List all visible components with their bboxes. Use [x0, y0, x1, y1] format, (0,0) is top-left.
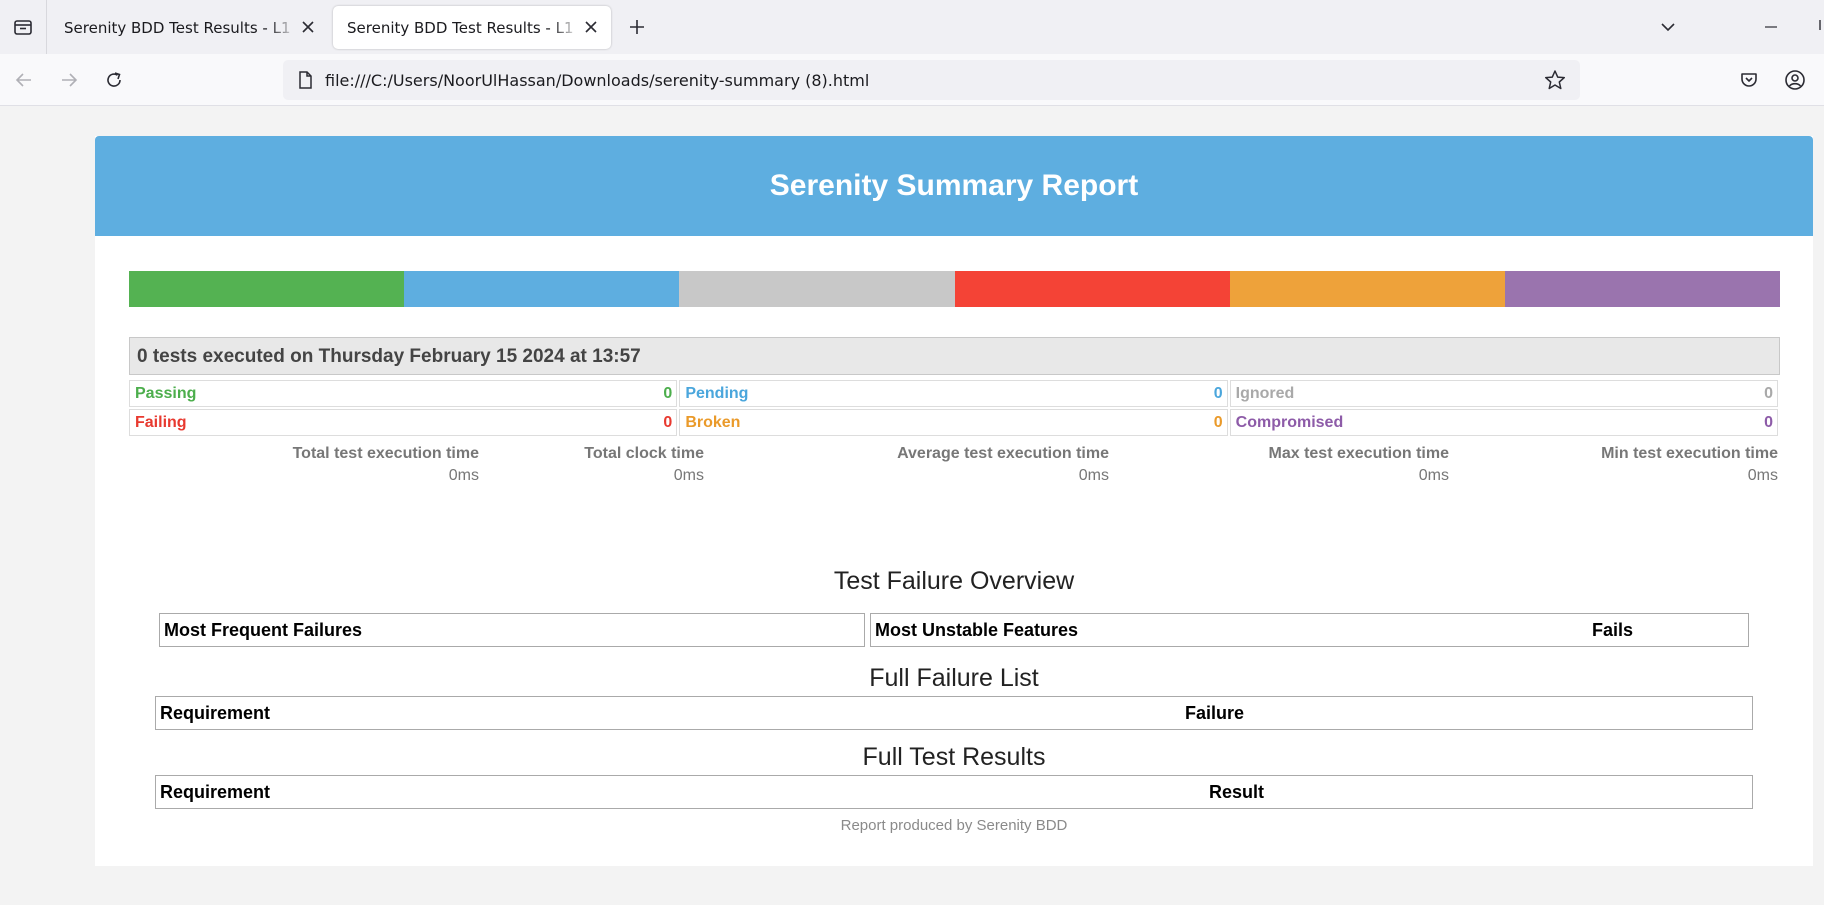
list-all-tabs-button[interactable]: [1657, 16, 1679, 38]
reload-icon: [104, 70, 124, 90]
stat-passing: Passing 0: [129, 380, 678, 407]
table-header-requirement: Requirement: [160, 703, 271, 723]
timing-total-execution: Total test execution time 0ms: [293, 443, 479, 487]
table-header: Most Frequent Failures: [164, 620, 363, 640]
account-icon: [1784, 69, 1806, 91]
full-failure-list-title: Full Failure List: [869, 664, 1039, 692]
page-title: Serenity Summary Report: [769, 169, 1139, 202]
tab-serenity-results-1[interactable]: Serenity BDD Test Results - L1 Controls: [50, 6, 328, 49]
new-tab-button[interactable]: [626, 16, 648, 38]
forward-button[interactable]: [56, 67, 82, 93]
stat-failing: Failing 0: [129, 409, 678, 436]
stat-value: 0: [1213, 384, 1223, 402]
timing-label: Total test execution time: [292, 445, 479, 462]
timing-value: 0ms: [1418, 467, 1449, 484]
table-header-requirement: Requirement: [160, 782, 271, 802]
table-header: Most Unstable Features: [875, 620, 1079, 640]
status-segment-ignored: [679, 271, 955, 307]
maximize-icon: [1818, 18, 1824, 38]
arrow-right-icon: [59, 70, 79, 90]
address-bar[interactable]: file:///C:/Users/NoorUlHassan/Downloads/…: [283, 60, 1580, 100]
execution-summary-text: 0 tests executed on Thursday February 15…: [137, 346, 641, 367]
arrow-left-icon: [14, 70, 34, 90]
report-footer: Report produced by Serenity BDD: [840, 817, 1068, 834]
full-test-results-table: Requirement Result: [155, 775, 1753, 809]
timing-total-clock: Total clock time 0ms: [584, 443, 704, 487]
most-frequent-failures-table: Most Frequent Failures: [159, 613, 865, 647]
stat-compromised: Compromised 0: [1229, 409, 1778, 436]
timing-value: 0ms: [1747, 467, 1778, 484]
timing-label: Max test execution time: [1268, 445, 1450, 462]
timing-value: 0ms: [1078, 467, 1109, 484]
page-viewport: Serenity Summary Report 0 tests executed…: [0, 106, 1824, 905]
full-failure-list-table: Requirement Failure: [155, 696, 1753, 730]
failure-overview-title: Test Failure Overview: [833, 567, 1075, 595]
timing-label: Average test execution time: [897, 445, 1109, 462]
timing-value: 0ms: [673, 467, 704, 484]
stat-ignored: Ignored 0: [1229, 380, 1778, 407]
close-icon[interactable]: [581, 17, 601, 37]
minimize-button[interactable]: [1760, 16, 1782, 38]
tab-list-icon: [13, 17, 33, 37]
test-stats-grid: Passing 0 Pending 0 Ignored 0 Failing 0 …: [129, 380, 1780, 436]
table-header-result: Result: [1209, 782, 1265, 802]
account-button[interactable]: [1783, 68, 1807, 92]
timing-value: 0ms: [448, 467, 479, 484]
stat-label: Passing: [135, 384, 197, 402]
pocket-icon: [1739, 70, 1759, 90]
table-header-failure: Failure: [1185, 703, 1245, 723]
report-container: Serenity Summary Report 0 tests executed…: [95, 136, 1813, 866]
back-button[interactable]: [11, 67, 37, 93]
minimize-icon: [1763, 19, 1779, 35]
stat-label: Pending: [685, 384, 749, 402]
stat-label: Ignored: [1235, 384, 1295, 402]
stat-value: 0: [1764, 413, 1773, 431]
table-header-fails: Fails: [1592, 620, 1634, 640]
timing-average-execution: Average test execution time 0ms: [897, 443, 1109, 487]
timing-max-execution: Max test execution time 0ms: [1269, 443, 1450, 487]
stat-label: Compromised: [1235, 413, 1344, 431]
stat-value: 0: [663, 413, 673, 431]
timing-min-execution: Min test execution time 0ms: [1601, 443, 1778, 487]
reload-button[interactable]: [101, 67, 127, 93]
stat-pending: Pending 0: [679, 380, 1228, 407]
tab-serenity-results-2[interactable]: Serenity BDD Test Results - L1 Controls: [333, 6, 611, 49]
stat-value: 0: [663, 384, 673, 402]
status-segment-passing: [129, 271, 405, 307]
stat-label: Broken: [685, 413, 741, 431]
status-color-bar: [129, 271, 1781, 307]
close-icon[interactable]: [298, 17, 318, 37]
execution-timings: Total test execution time 0ms Total cloc…: [129, 443, 1780, 489]
status-segment-broken: [1229, 271, 1505, 307]
full-test-results-title: Full Test Results: [862, 743, 1046, 771]
plus-icon: [628, 18, 646, 36]
page-icon: [295, 70, 315, 90]
stat-broken: Broken 0: [679, 409, 1228, 436]
chevron-down-icon: [1659, 18, 1677, 36]
status-segment-pending: [404, 271, 680, 307]
maximize-button[interactable]: [1818, 18, 1824, 38]
timing-label: Total clock time: [584, 445, 704, 462]
status-segment-compromised: [1504, 271, 1781, 307]
most-unstable-features-table: Most Unstable Features Fails: [870, 613, 1749, 647]
bookmark-star-icon[interactable]: [1544, 69, 1566, 91]
timing-label: Min test execution time: [1601, 445, 1778, 462]
stat-value: 0: [1764, 384, 1773, 402]
stat-value: 0: [1213, 413, 1223, 431]
report-header: Serenity Summary Report: [95, 136, 1813, 236]
tab-title: Serenity BDD Test Results - L1 Controls: [347, 18, 579, 37]
url-text[interactable]: file:///C:/Users/NoorUlHassan/Downloads/…: [325, 71, 870, 90]
execution-summary: 0 tests executed on Thursday February 15…: [129, 337, 1780, 375]
tab-title: Serenity BDD Test Results - L1 Controls: [64, 18, 296, 37]
tab-list-button[interactable]: [0, 0, 47, 54]
navigation-toolbar: file:///C:/Users/NoorUlHassan/Downloads/…: [0, 54, 1824, 106]
pocket-button[interactable]: [1737, 68, 1761, 92]
stat-label: Failing: [135, 413, 187, 431]
status-segment-failing: [954, 271, 1230, 307]
tab-bar: Serenity BDD Test Results - L1 Controls …: [0, 0, 1824, 54]
